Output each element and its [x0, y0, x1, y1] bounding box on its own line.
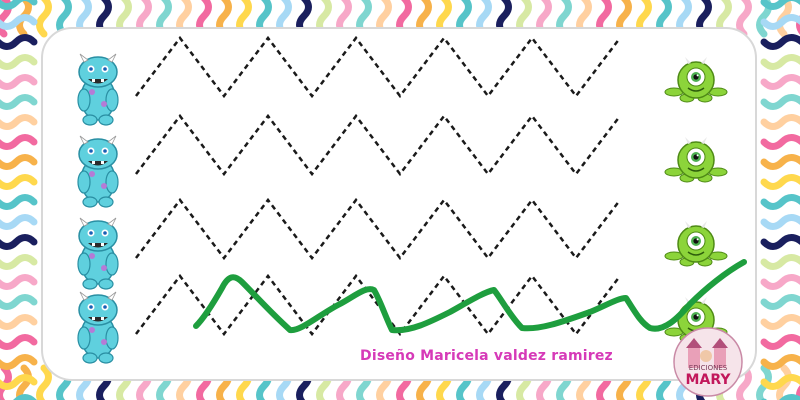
border-wave-right	[760, 194, 800, 210]
border-wave-right	[760, 94, 800, 110]
border-wave-left	[0, 194, 38, 210]
border-wave-right	[760, 334, 800, 350]
border-wave-right	[760, 0, 800, 10]
border-wave-right	[760, 234, 800, 250]
border-wave-left	[0, 294, 38, 310]
border-wave-left	[0, 254, 38, 270]
border-wave-right	[760, 134, 800, 150]
border-wave-right	[760, 214, 800, 230]
logo-brand-text: MARY	[686, 372, 732, 388]
border-wave-right	[760, 174, 800, 190]
border-wave-right	[760, 114, 800, 130]
border-wave-top	[56, 0, 72, 38]
border-wave-left	[0, 314, 38, 330]
border-wave-left	[0, 54, 38, 70]
border-wave-left	[0, 174, 38, 190]
border-wave-right	[760, 374, 800, 390]
border-wave-right	[761, 394, 800, 400]
border-wave-left	[0, 334, 38, 350]
border-wave-left	[0, 74, 38, 90]
border-wave-top	[736, 0, 752, 38]
border-wave-left	[0, 134, 38, 150]
border-wave-bottom	[736, 364, 752, 400]
border-wave-right	[760, 314, 800, 330]
border-wave-left	[0, 154, 38, 170]
border-wave-bottom	[36, 364, 52, 400]
logo-top-text: EDICIONES	[689, 364, 728, 372]
border-wave-left	[0, 234, 38, 250]
border-wave-right	[760, 74, 800, 90]
border-wave-left	[0, 354, 38, 370]
border-wave-left	[0, 274, 38, 290]
logo-badge: EDICIONES MARY	[673, 327, 743, 397]
border-wave-right	[760, 14, 800, 30]
border-wave-left	[0, 0, 38, 10]
border-wave-left	[0, 14, 38, 30]
dashed-zigzag-path	[135, 197, 621, 261]
border-wave-right	[760, 294, 800, 310]
border-wave-right	[760, 254, 800, 270]
dashed-zigzag-path	[135, 113, 621, 177]
border-wave-left	[0, 114, 38, 130]
border-wave-right	[760, 34, 800, 50]
border-wave-top	[36, 0, 52, 38]
border-wave-right	[760, 354, 800, 370]
border-wave-right	[760, 154, 800, 170]
border-wave-left	[0, 374, 38, 390]
traced-line	[193, 259, 747, 334]
border-wave-left	[0, 94, 38, 110]
border-wave-left	[0, 394, 37, 400]
dashed-zigzag-path	[135, 35, 621, 99]
border-wave-right	[760, 54, 800, 70]
border-wave-right	[760, 274, 800, 290]
border-wave-left	[0, 214, 38, 230]
border-wave-left	[0, 34, 38, 50]
credit-text: Diseño Maricela valdez ramirez	[360, 348, 613, 364]
